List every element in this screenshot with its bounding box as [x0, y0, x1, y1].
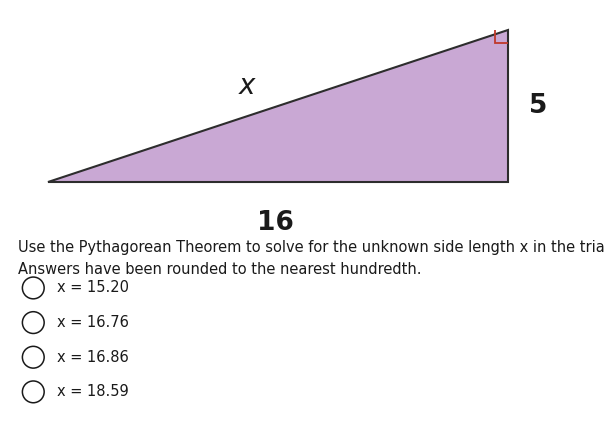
- Text: x = 18.59: x = 18.59: [57, 385, 129, 399]
- Text: x = 16.76: x = 16.76: [57, 315, 129, 330]
- Polygon shape: [48, 30, 508, 182]
- Text: 5: 5: [529, 93, 548, 119]
- Text: Answers have been rounded to the nearest hundredth.: Answers have been rounded to the nearest…: [18, 262, 422, 277]
- Text: $x$: $x$: [238, 73, 258, 100]
- Text: Use the Pythagorean Theorem to solve for the unknown side length x in the triang: Use the Pythagorean Theorem to solve for…: [18, 240, 605, 255]
- Text: 16: 16: [257, 210, 293, 236]
- Text: x = 16.86: x = 16.86: [57, 350, 129, 365]
- Text: x = 15.20: x = 15.20: [57, 281, 129, 295]
